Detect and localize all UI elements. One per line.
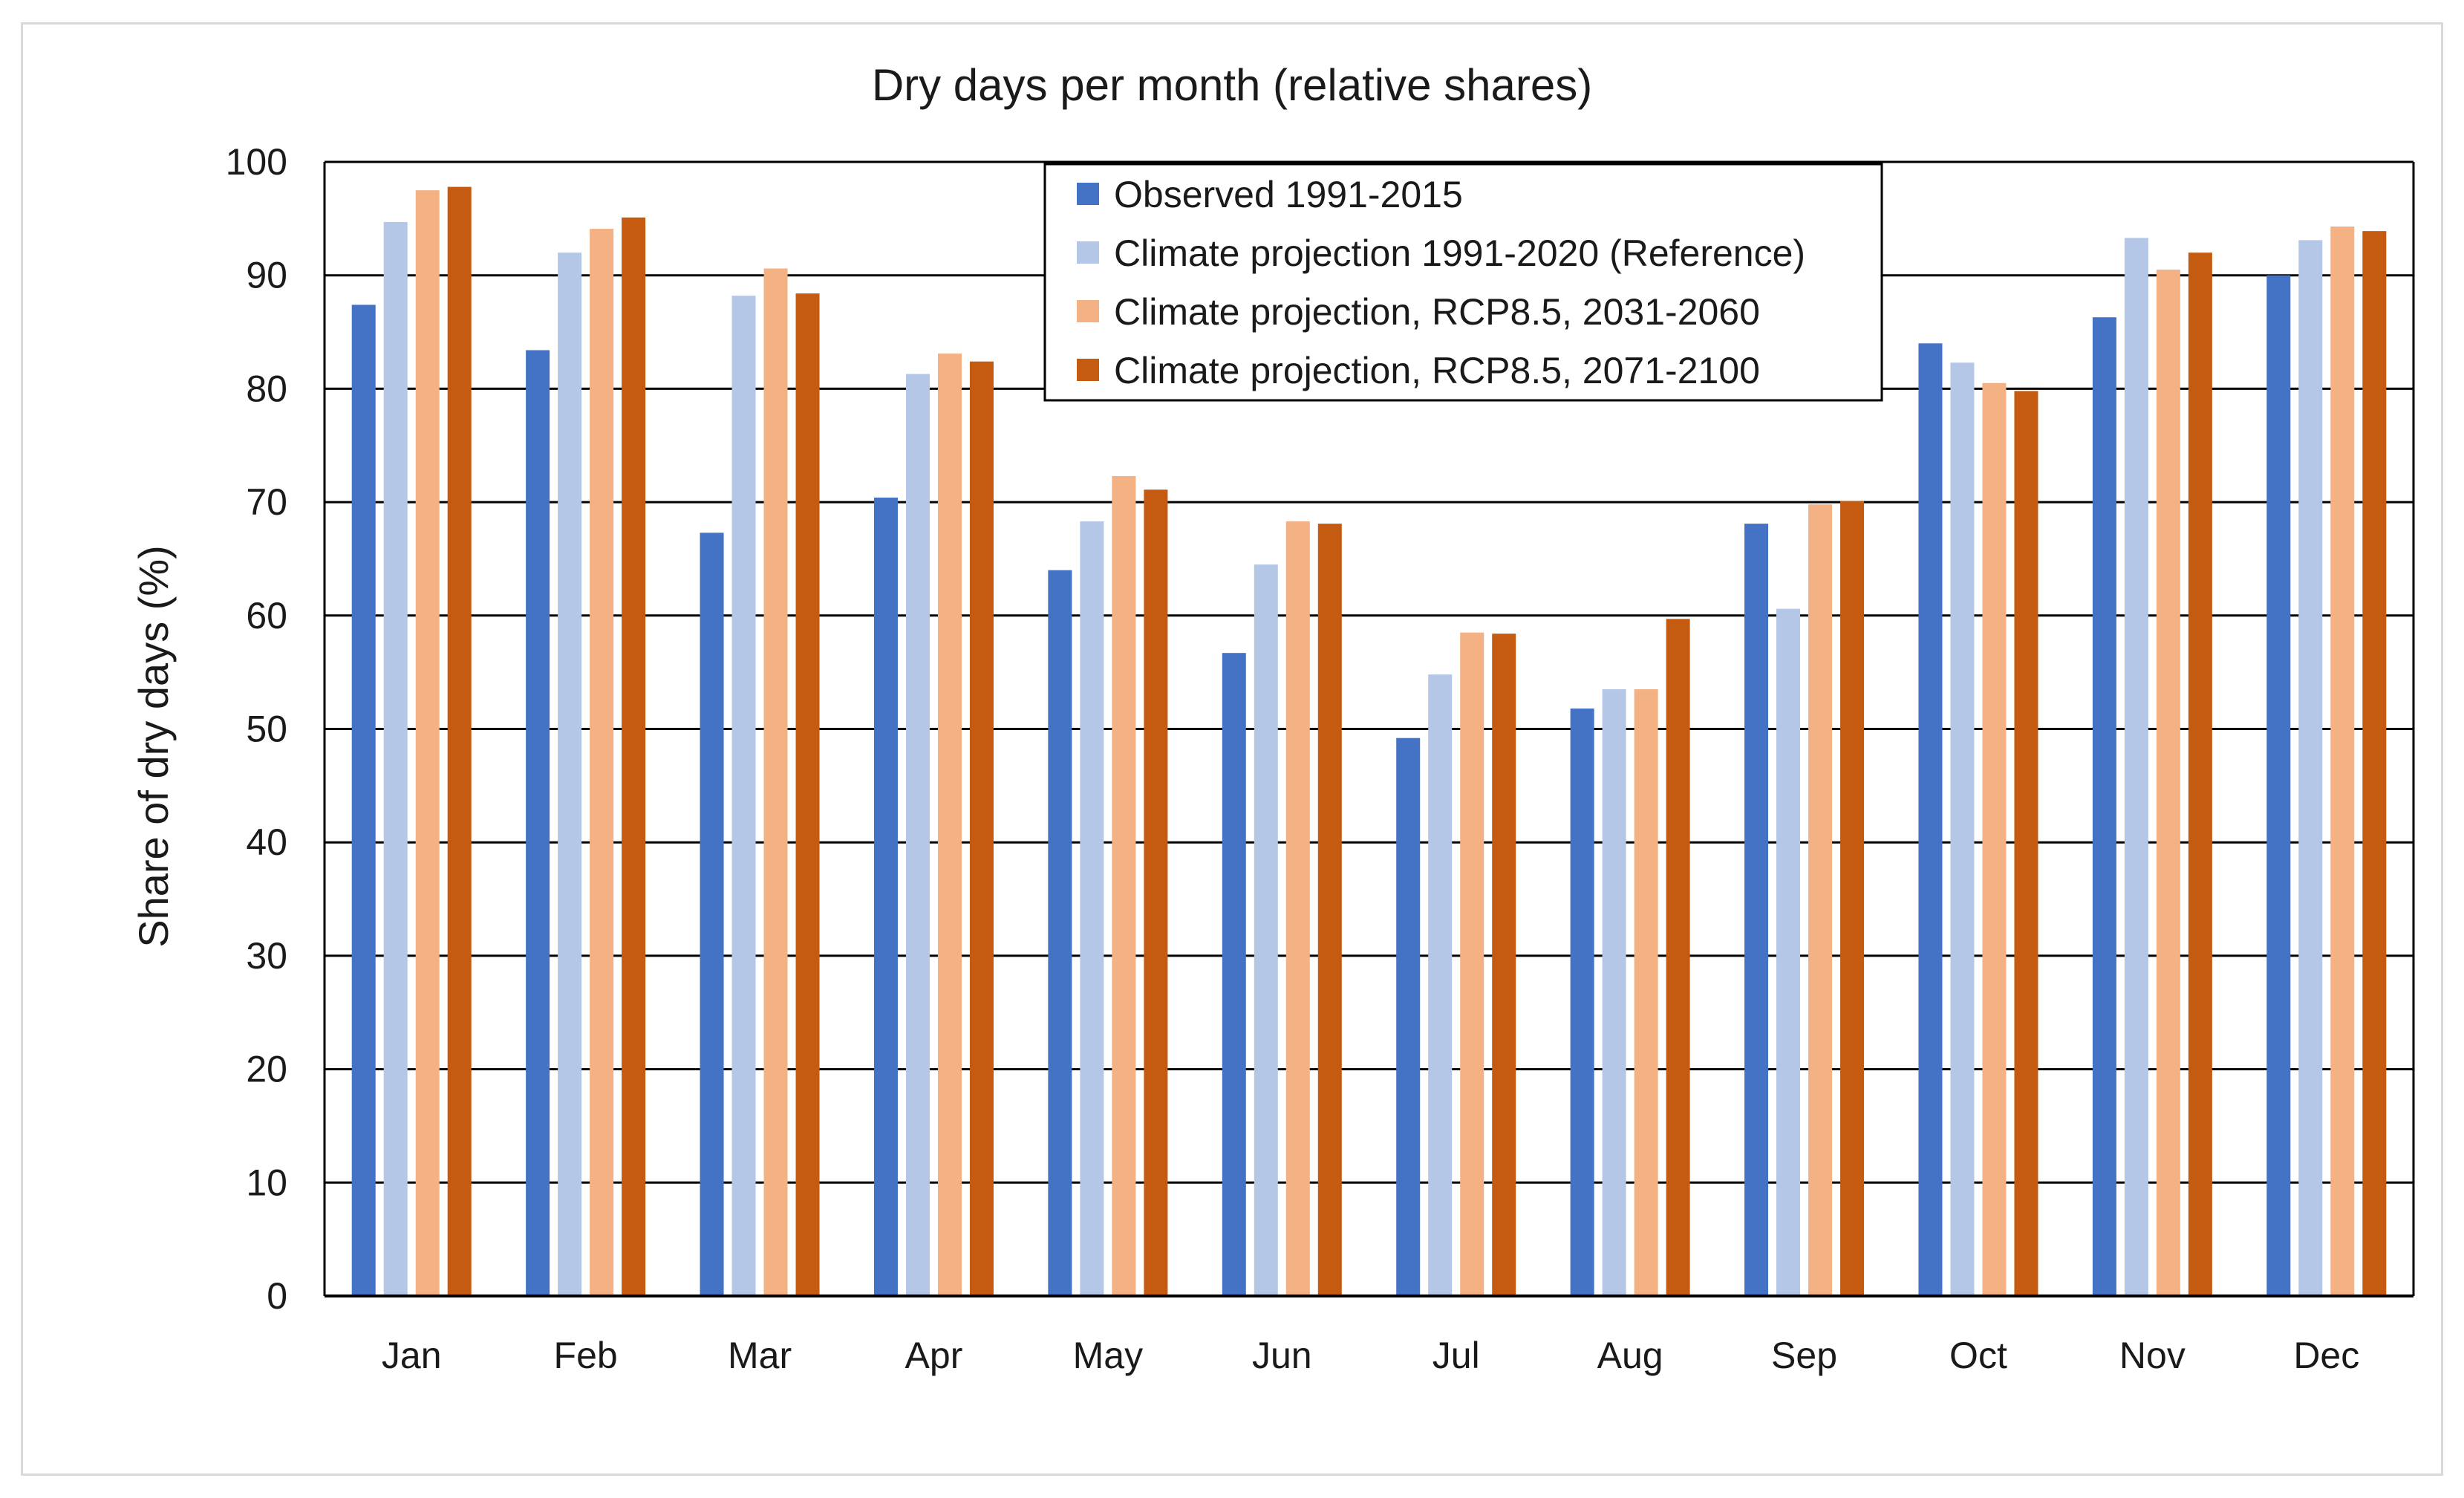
x-tick-label: Mar: [728, 1335, 792, 1376]
y-ticks: 0 10 20 30 40 50 60 70 80 90 100: [226, 141, 287, 1317]
y-tick-label: 20: [246, 1049, 287, 1090]
bar: [873, 497, 898, 1297]
legend-box: [1043, 163, 1883, 402]
x-tick-label: Jun: [1252, 1335, 1312, 1376]
bar: [2298, 240, 2323, 1296]
bar: [1776, 608, 1801, 1296]
y-tick-label: 90: [246, 255, 287, 296]
bar: [1840, 501, 1865, 1296]
x-tick-label: Feb: [554, 1335, 618, 1376]
bar: [763, 268, 788, 1297]
bar: [1982, 382, 2007, 1296]
bar: [2266, 275, 2291, 1297]
y-tick-label: 80: [246, 368, 287, 409]
bar: [415, 190, 440, 1296]
x-tick-label: Nov: [2119, 1335, 2186, 1376]
bar: [1144, 489, 1168, 1296]
y-tick-label: 30: [246, 935, 287, 977]
bars: [351, 186, 2387, 1297]
y-tick-label: 100: [226, 141, 287, 183]
bar: [905, 374, 930, 1296]
x-tick-label: Jul: [1433, 1335, 1480, 1376]
bar: [1634, 689, 1658, 1296]
chart-title: Dry days per month (relative shares): [872, 60, 1592, 110]
bar: [2124, 238, 2148, 1297]
x-tick-label: Sep: [1771, 1335, 1837, 1376]
legend-swatch: [1077, 300, 1099, 322]
legend-swatch: [1077, 183, 1099, 205]
bar: [1918, 343, 1943, 1296]
x-ticks: Jan Feb Mar Apr May Jun Jul Aug Sep Oct Nov Dec: [382, 1335, 2359, 1376]
bar: [700, 533, 724, 1296]
bar: [1744, 524, 1769, 1296]
x-tick-label: May: [1073, 1335, 1143, 1376]
legend-label: Climate projection, RCP8.5, 2071-2100: [1114, 350, 1760, 391]
bar: [1285, 521, 1310, 1296]
bar: [558, 253, 582, 1296]
legend: Observed 1991-2015 Climate projection 199…: [1043, 163, 1883, 402]
bar: [969, 361, 994, 1297]
y-tick-label: 0: [267, 1275, 287, 1317]
x-tick-label: Dec: [2293, 1335, 2359, 1376]
bar: [383, 221, 408, 1296]
bar: [590, 229, 614, 1296]
y-tick-label: 10: [246, 1162, 287, 1203]
bar: [526, 350, 550, 1297]
bar: [1808, 504, 1833, 1296]
bar: [2014, 391, 2038, 1296]
bar: [1602, 689, 1626, 1296]
legend-swatch: [1077, 359, 1099, 381]
bar: [1254, 564, 1278, 1296]
bar: [1492, 634, 1516, 1296]
bar: [1396, 737, 1421, 1296]
y-tick-label: 60: [246, 595, 287, 636]
bar: [2330, 227, 2355, 1296]
y-axis-label: Share of dry days (%): [130, 545, 177, 948]
bar: [937, 354, 962, 1296]
bar: [2156, 270, 2180, 1297]
bar: [1950, 362, 1975, 1296]
bar: [622, 217, 646, 1296]
legend-label: Climate projection 1991-2020 (Reference): [1114, 232, 1805, 274]
bar: [1428, 674, 1453, 1296]
y-tick-label: 70: [246, 481, 287, 523]
bar: [731, 296, 756, 1296]
bar: [2092, 317, 2116, 1297]
axes: [323, 162, 2415, 1297]
x-tick-label: Oct: [1949, 1335, 2007, 1376]
bar: [1080, 521, 1104, 1296]
y-tick-label: 50: [246, 709, 287, 750]
legend-label: Observed 1991-2015: [1114, 174, 1463, 215]
legend-label: Climate projection, RCP8.5, 2031-2060: [1114, 291, 1760, 333]
x-tick-label: Apr: [905, 1335, 963, 1376]
bar: [1048, 570, 1072, 1296]
bar: [1112, 475, 1136, 1296]
bar: [795, 293, 820, 1297]
legend-swatch: [1077, 241, 1099, 264]
bar: [2362, 231, 2387, 1297]
bar: [1460, 632, 1484, 1296]
bar: [1317, 524, 1342, 1296]
x-tick-label: Aug: [1597, 1335, 1663, 1376]
bar: [1222, 653, 1246, 1296]
bar: [351, 305, 376, 1297]
bar: [447, 186, 472, 1296]
y-tick-label: 40: [246, 821, 287, 863]
x-tick-label: Jan: [382, 1335, 442, 1376]
bar: [1570, 709, 1594, 1296]
bar: [1666, 619, 1690, 1296]
bar: [2188, 253, 2212, 1296]
